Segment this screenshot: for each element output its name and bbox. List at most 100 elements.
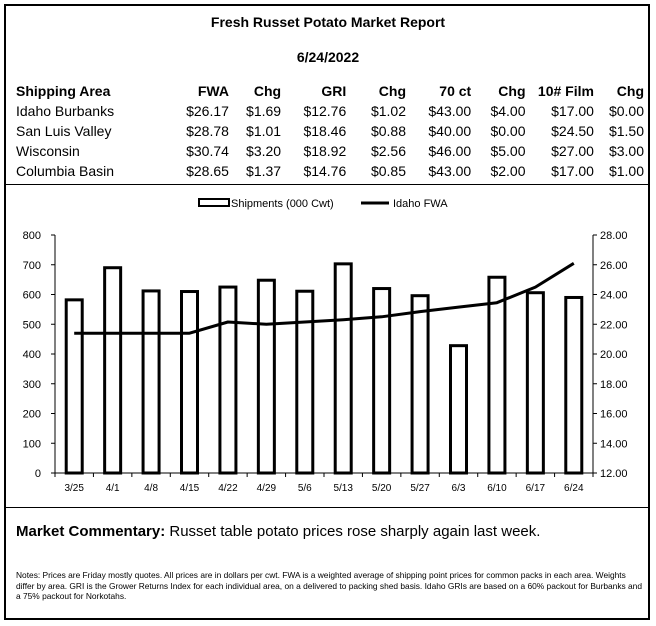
cell-fwa: $30.74 [186,143,229,159]
y-right-tick-label: 26.00 [600,260,628,272]
report-date: 6/24/2022 [296,49,360,65]
shipment-bar [64,298,84,475]
legend-label-idaho-fwa: Idaho FWA [393,198,448,210]
cell-10lb-film-chg: $0.00 [608,103,644,119]
shipment-bar [180,290,199,475]
x-tick-label: 5/6 [298,483,312,494]
y-left-tick-label: 200 [23,409,41,421]
header-gri-chg: Chg [378,83,407,99]
y-right-tick-label: 24.00 [600,290,628,302]
y-right-tick-label: 20.00 [600,349,628,361]
shipment-bar [141,289,161,475]
idaho-fwa-line [74,262,575,335]
x-tick-label: 5/13 [333,483,353,494]
cell-area: Idaho Burbanks [16,103,115,119]
header-70ct: 70 ct [439,83,472,99]
shipment-bar [256,278,276,475]
shipments-fwa-chart: Shipments (000 Cwt) Idaho FWA 0 100 200 300 40… [23,198,628,494]
header-10lb-film-chg: Chg [616,83,644,99]
table-row: Idaho Burbanks $26.17 $1.69 $12.76 $1.02… [16,101,644,121]
x-tick-label: 4/15 [180,483,200,494]
cell-gri: $14.76 [303,163,347,179]
cell-gri: $18.92 [303,143,347,159]
cell-fwa: $26.17 [186,103,229,119]
cell-70ct-chg: $2.00 [490,163,526,179]
y-right-tick-label: 12.00 [600,468,628,480]
header-10lb-film: 10# Film [537,83,594,99]
x-tick-label: 6/10 [487,483,507,494]
legend-swatch-shipments [198,198,230,207]
cell-10lb-film: $24.50 [551,123,594,139]
y-right-tick-label: 22.00 [600,319,628,331]
shipment-bar [410,294,430,475]
cell-fwa: $28.65 [186,163,229,179]
legend-label-shipments: Shipments (000 Cwt) [231,198,334,210]
shipment-bar [449,344,468,475]
cell-gri-chg: $0.85 [370,163,407,179]
x-tick-label: 5/27 [410,483,430,494]
shipment-bar [333,262,353,475]
y-right-tick-label: 14.00 [600,438,628,450]
cell-70ct-chg: $0.00 [490,123,526,139]
table-row: San Luis Valley $28.78 $1.01 $18.46 $0.8… [16,121,644,141]
y-left-tick-label: 100 [23,438,41,450]
market-commentary: Market Commentary: Russet table potato p… [16,523,540,540]
cell-70ct-chg: $4.00 [490,103,526,119]
cell-area: Wisconsin [16,143,80,159]
cell-fwa-chg: $1.01 [246,123,282,139]
header-fwa-chg: Chg [253,83,282,99]
x-tick-label: 6/24 [564,483,584,494]
cell-fwa-chg: $1.69 [246,103,282,119]
cell-70ct-chg: $5.00 [490,143,526,159]
x-tick-label: 3/25 [64,483,84,494]
report-title: Fresh Russet Potato Market Report [210,14,446,30]
cell-10lb-film-chg: $1.50 [608,123,644,139]
y-left-tick-label: 300 [23,379,41,391]
report-notes: Notes: Prices are Friday mostly quotes. … [16,570,643,601]
cell-fwa-chg: $1.37 [246,163,282,179]
x-tick-label: 4/29 [257,483,277,494]
cell-gri: $12.76 [303,103,347,119]
cell-10lb-film: $17.00 [551,163,594,179]
market-table: Shipping Area FWA Chg GRI Chg 70 ct Chg … [16,82,644,181]
x-tick-label: 4/8 [144,483,158,494]
shipment-bar [525,291,545,475]
cell-10lb-film-chg: $3.00 [608,143,644,159]
shipment-bar [218,285,238,475]
cell-gri: $18.46 [303,123,347,139]
y-left-tick-label: 500 [23,319,41,331]
commentary-label: Market Commentary: [16,523,166,540]
shipment-bar [564,295,584,475]
table-row: Columbia Basin $28.65 $1.37 $14.76 $0.85… [16,161,644,181]
x-tick-label: 4/1 [106,483,120,494]
cell-70ct: $46.00 [428,143,472,159]
y-left-tick-label: 0 [35,468,41,480]
cell-gri-chg: $1.02 [370,103,407,119]
x-tick-label: 4/22 [218,483,238,494]
shipment-bar [487,275,507,475]
cell-70ct: $40.00 [428,123,472,139]
x-tick-label: 5/20 [372,483,392,494]
header-gri: GRI [321,83,347,99]
y-left-tick-label: 400 [23,349,41,361]
cell-gri-chg: $2.56 [370,143,407,159]
commentary-text: Russet table potato prices rose sharply … [165,523,541,540]
table-header-row: Shipping Area FWA Chg GRI Chg 70 ct Chg … [16,82,644,101]
x-tick-label: 6/3 [452,483,466,494]
cell-fwa-chg: $3.20 [246,143,282,159]
y-left-tick-label: 600 [23,290,41,302]
cell-10lb-film-chg: $1.00 [608,163,644,179]
cell-fwa: $28.78 [186,123,229,139]
y-left-tick-label: 800 [23,230,41,242]
shipment-bar [372,287,392,475]
header-fwa: FWA [197,83,229,99]
shipment-bar [295,289,315,475]
cell-area: San Luis Valley [16,123,112,139]
header-shipping-area: Shipping Area [16,83,111,99]
y-right-tick-label: 18.00 [600,379,628,391]
shipment-bar [103,266,123,475]
cell-10lb-film: $27.00 [551,143,594,159]
header-70ct-chg: Chg [498,83,526,99]
cell-70ct: $43.00 [428,103,472,119]
y-right-tick-label: 28.00 [600,230,628,242]
